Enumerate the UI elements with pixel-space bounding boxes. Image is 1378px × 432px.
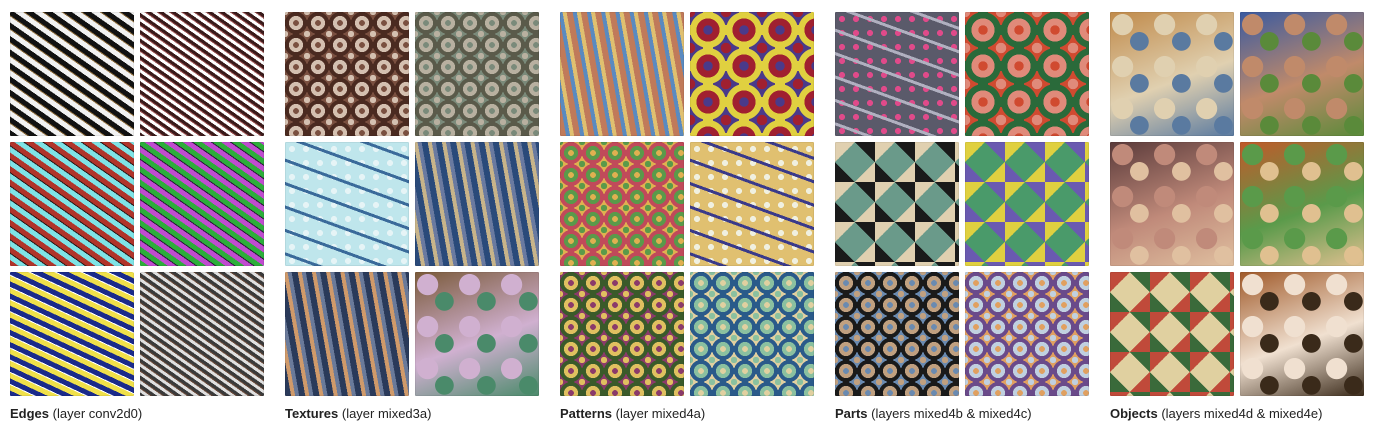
feature-image [140, 142, 264, 266]
feature-image [140, 12, 264, 136]
group-title: Textures [285, 406, 339, 421]
feature-image [10, 12, 134, 136]
group-title: Edges [10, 406, 50, 421]
tile-grid [560, 12, 816, 396]
feature-image [10, 272, 134, 396]
group-caption: Edges (layer conv2d0) [10, 406, 142, 422]
feature-image [140, 272, 264, 396]
feature-image [835, 142, 959, 266]
feature-image [1110, 12, 1234, 136]
feature-image [1240, 142, 1364, 266]
group-caption: Parts (layers mixed4b & mixed4c) [835, 406, 1032, 422]
feature-image [560, 142, 684, 266]
feature-image [415, 12, 539, 136]
feature-image [285, 12, 409, 136]
feature-image [835, 12, 959, 136]
feature-image [965, 142, 1089, 266]
feature-image [560, 272, 684, 396]
feature-image [415, 272, 539, 396]
group-title: Parts [835, 406, 868, 421]
group-parts: Parts (layers mixed4b & mixed4c) [835, 12, 1091, 421]
group-title: Objects [1110, 406, 1158, 421]
group-layer: (layers mixed4b & mixed4c) [871, 406, 1032, 421]
feature-image [285, 142, 409, 266]
feature-image [1110, 142, 1234, 266]
feature-image [285, 272, 409, 396]
feature-image [415, 142, 539, 266]
feature-image [965, 272, 1089, 396]
group-layer: (layer conv2d0) [52, 406, 143, 421]
feature-image [690, 142, 814, 266]
group-title: Patterns [560, 406, 613, 421]
feature-image [1110, 272, 1234, 396]
tile-grid [285, 12, 541, 396]
tile-grid [835, 12, 1091, 396]
group-layer: (layers mixed4d & mixed4e) [1161, 406, 1323, 421]
group-caption: Objects (layers mixed4d & mixed4e) [1110, 406, 1322, 422]
feature-image [965, 12, 1089, 136]
feature-image [1240, 12, 1364, 136]
tile-grid [1110, 12, 1366, 396]
group-objects: Objects (layers mixed4d & mixed4e) [1110, 12, 1366, 421]
feature-image [835, 272, 959, 396]
group-caption: Textures (layer mixed3a) [285, 406, 431, 422]
feature-image [1240, 272, 1364, 396]
group-layer: (layer mixed3a) [341, 406, 432, 421]
feature-image [10, 142, 134, 266]
group-caption: Patterns (layer mixed4a) [560, 406, 705, 422]
tile-grid [10, 12, 266, 396]
group-textures: Textures (layer mixed3a) [285, 12, 541, 421]
group-edges: Edges (layer conv2d0) [10, 12, 266, 421]
group-layer: (layer mixed4a) [615, 406, 706, 421]
feature-image [690, 272, 814, 396]
group-patterns: Patterns (layer mixed4a) [560, 12, 816, 421]
feature-image [690, 12, 814, 136]
feature-image [560, 12, 684, 136]
